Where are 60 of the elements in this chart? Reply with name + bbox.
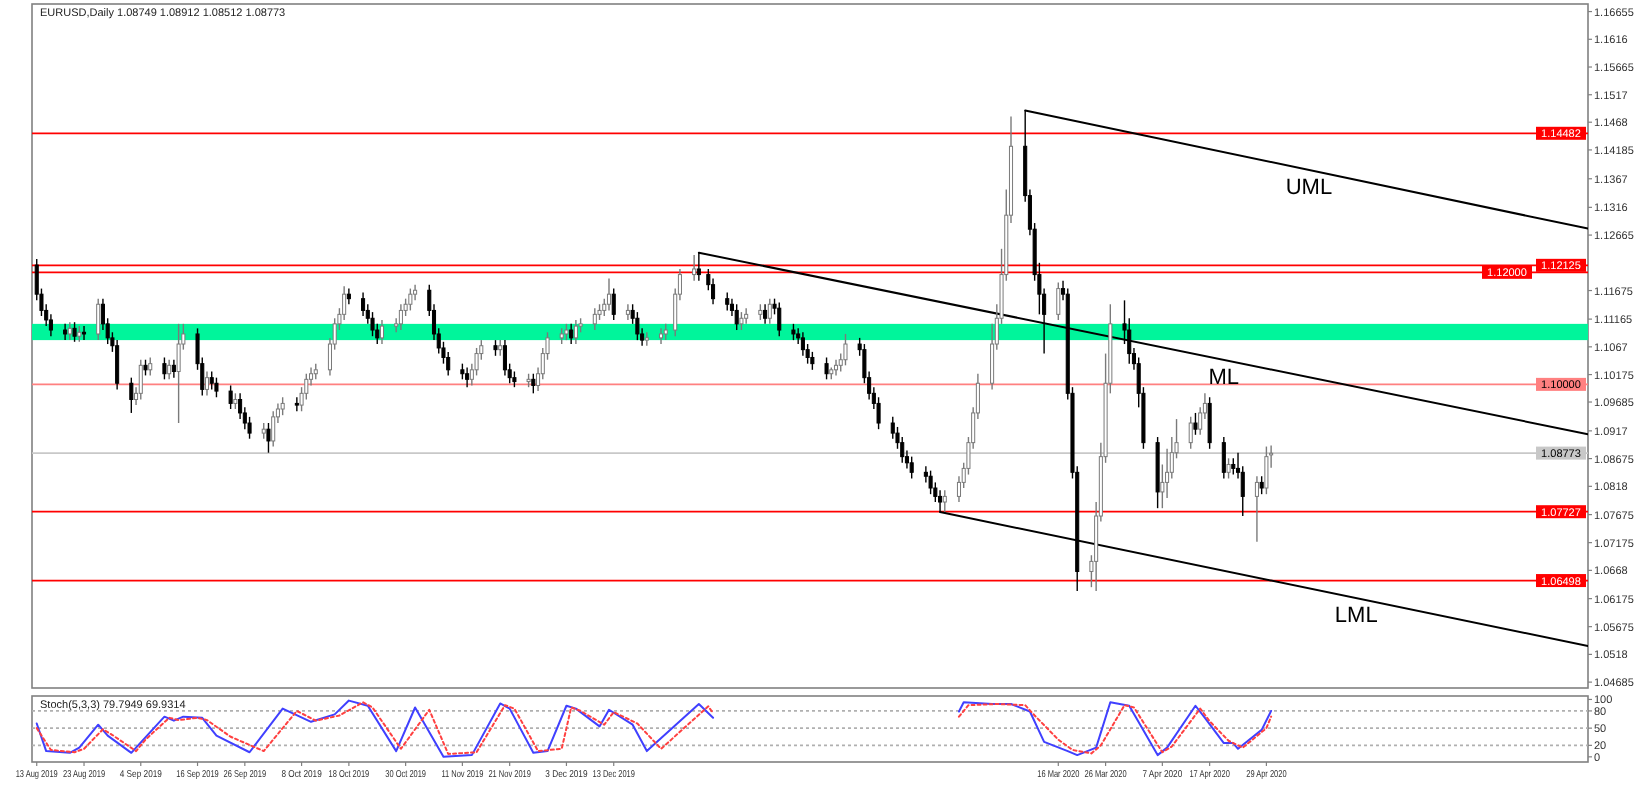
candlestick	[611, 287, 616, 321]
candlestick	[1221, 436, 1226, 480]
candlestick	[474, 347, 479, 377]
candlestick	[167, 359, 172, 381]
candlestick	[129, 376, 134, 414]
candlestick	[72, 321, 77, 343]
candlestick	[744, 307, 749, 325]
candlestick	[1193, 412, 1198, 436]
candlestick	[204, 370, 210, 397]
candlestick	[379, 319, 385, 345]
candlestick	[777, 301, 782, 337]
candlestick	[843, 333, 848, 367]
candlestick	[573, 319, 578, 345]
candlestick	[711, 277, 716, 305]
candlestick	[734, 303, 739, 331]
candlestick	[1207, 396, 1212, 450]
candlestick	[767, 297, 772, 325]
candlestick	[96, 297, 101, 341]
candlestick	[398, 303, 403, 331]
candlestick	[1188, 416, 1193, 450]
candlestick	[635, 311, 640, 341]
candlestick	[606, 277, 612, 312]
candlestick	[408, 287, 413, 312]
annotation: LML	[1334, 604, 1378, 629]
candlestick	[942, 489, 947, 513]
candlestick	[162, 356, 167, 381]
candlestick	[176, 323, 181, 424]
candlestick	[824, 356, 829, 381]
candlestick	[1264, 445, 1269, 495]
candlestick	[346, 287, 351, 305]
candlestick	[294, 396, 299, 412]
candlestick	[266, 422, 271, 454]
candlestick	[1056, 281, 1061, 321]
candlestick	[465, 366, 470, 388]
candlestick	[531, 373, 536, 395]
candlestick	[928, 469, 933, 495]
candlestick	[592, 307, 597, 331]
candlestick	[361, 291, 366, 317]
candlestick	[569, 323, 574, 345]
candlestick	[502, 339, 507, 377]
candlestick	[625, 303, 630, 321]
candlestick	[658, 327, 664, 345]
candlestick	[692, 254, 697, 282]
candlestick	[800, 331, 805, 357]
candlestick	[1254, 475, 1259, 543]
candlestick	[909, 455, 914, 480]
candlestick	[228, 384, 233, 410]
candlestick	[833, 359, 839, 377]
candlestick	[138, 359, 143, 401]
candlestick	[413, 283, 418, 302]
candlestick	[81, 325, 87, 341]
candlestick	[115, 339, 120, 391]
candlestick	[271, 410, 276, 448]
candlestick	[214, 376, 219, 398]
candlestick	[644, 331, 649, 347]
annotation: ML	[1208, 365, 1240, 390]
candlestick	[763, 303, 768, 325]
candlestick	[370, 311, 375, 337]
annotation: UML	[1285, 175, 1333, 200]
candlestick	[1226, 457, 1231, 480]
